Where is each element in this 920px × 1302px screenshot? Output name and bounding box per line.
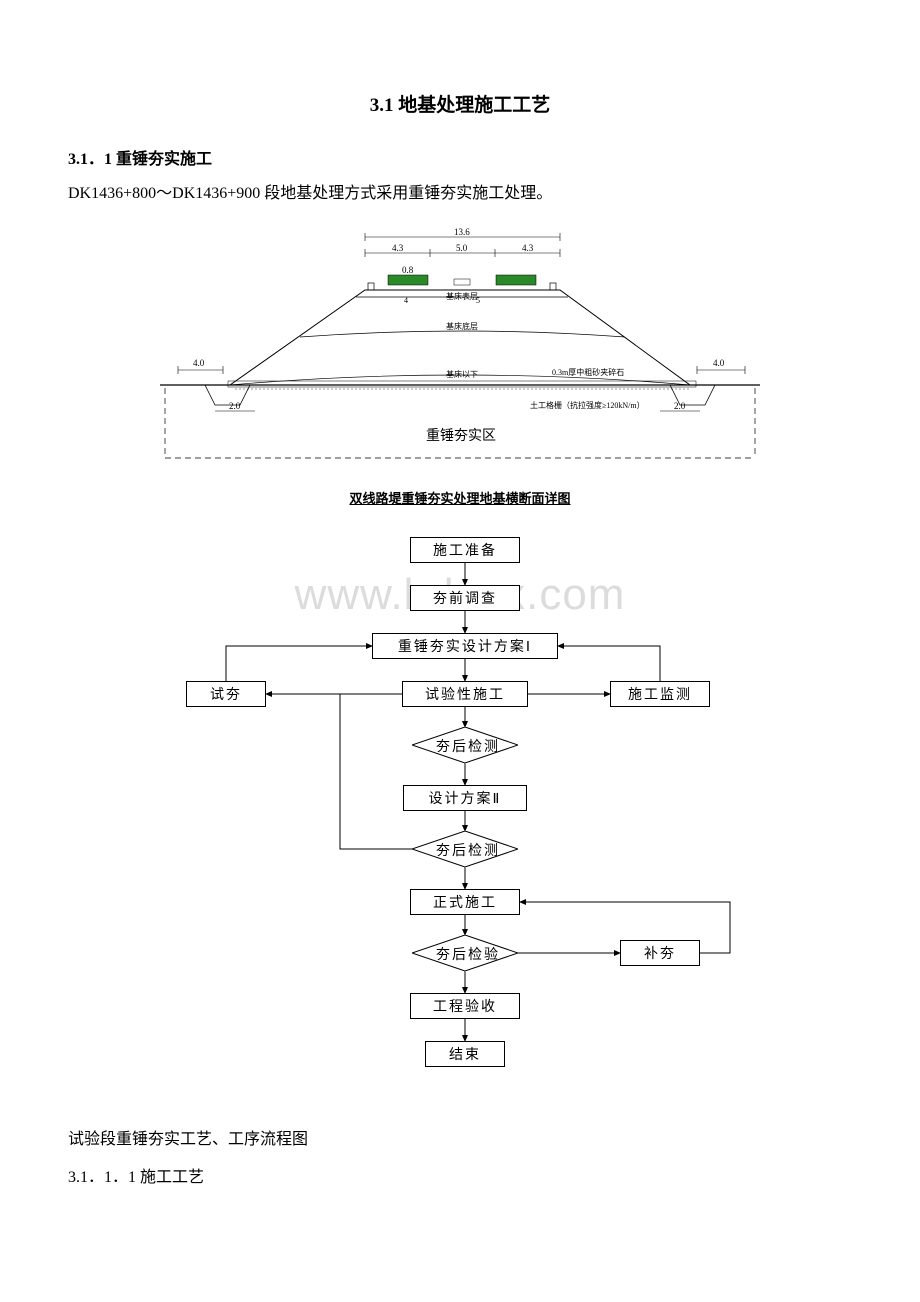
label-stone: 0.3m厚中粗砂夹碎石 xyxy=(552,367,624,378)
dim-right: 4.3 xyxy=(522,243,533,253)
dim-mid: 5.0 xyxy=(456,243,467,253)
flow-node-check1: 夯后检测 xyxy=(412,727,518,763)
section-subtitle: 3.1．1 重锤夯实施工 xyxy=(68,145,852,169)
dim-top-small: 0.8 xyxy=(402,265,413,275)
dim-ditch-right: 2.0 xyxy=(674,401,685,411)
intro-paragraph: DK1436+800～DK1436+900 段地基处理方式采用重锤夯实施工处理。 xyxy=(68,181,852,207)
flow-node-accept: 工程验收 xyxy=(410,993,520,1019)
dim-ditch-left: 2.0 xyxy=(229,401,240,411)
flow-node-check2: 夯后检测 xyxy=(412,831,518,867)
dim-offset-left: 4.0 xyxy=(193,358,204,368)
label-layer2: 基床底层 xyxy=(446,321,478,332)
dim-left: 4.3 xyxy=(392,243,403,253)
label-compact: 土工格栅（抗拉强度≥120kN/m） xyxy=(530,400,645,411)
flow-node-check3: 夯后检验 xyxy=(412,935,518,971)
dim-total-width: 13.6 xyxy=(454,227,470,237)
cross-section-diagram: 13.6 4.3 5.0 4.3 0.8 4.0 4.0 2.0 2.0 4 5… xyxy=(160,225,760,480)
flow-node-check1-label: 夯后检测 xyxy=(436,736,500,756)
flow-node-plan2: 设计方案Ⅱ xyxy=(403,785,527,811)
flowchart-caption: 试验段重锤夯实工艺、工序流程图 xyxy=(68,1125,852,1149)
flow-node-prep: 施工准备 xyxy=(410,537,520,563)
flow-node-rework: 补夯 xyxy=(620,940,700,966)
page-title: 3.1 地基处理施工工艺 xyxy=(68,90,852,117)
flow-node-survey: 夯前调查 xyxy=(410,585,520,611)
flowchart: 施工准备 夯前调查 重锤夯实设计方案Ⅰ 试夯 试验性施工 施工监测 夯后检测 设… xyxy=(140,537,780,1097)
flow-node-plan1: 重锤夯实设计方案Ⅰ xyxy=(372,633,558,659)
flow-node-formal: 正式施工 xyxy=(410,889,520,915)
label-layer1: 基床表层 xyxy=(446,291,478,302)
flow-node-check2-label: 夯后检测 xyxy=(436,840,500,860)
center-label: 重锤夯实区 xyxy=(426,425,496,445)
flow-node-test-construct: 试验性施工 xyxy=(402,681,528,707)
flow-node-trial: 试夯 xyxy=(186,681,266,707)
dim-offset-right: 4.0 xyxy=(713,358,724,368)
cross-section-caption: 双线路堤重锤夯实处理地基横断面详图 xyxy=(68,488,852,507)
flow-node-monitor: 施工监测 xyxy=(610,681,710,707)
label-layer3: 基床以下 xyxy=(446,369,478,380)
dim-mid1: 4 xyxy=(404,296,408,305)
flow-node-check3-label: 夯后检验 xyxy=(436,944,500,964)
flow-node-end: 结束 xyxy=(425,1041,505,1067)
section-foot: 3.1．1．1 施工工艺 xyxy=(68,1163,852,1187)
